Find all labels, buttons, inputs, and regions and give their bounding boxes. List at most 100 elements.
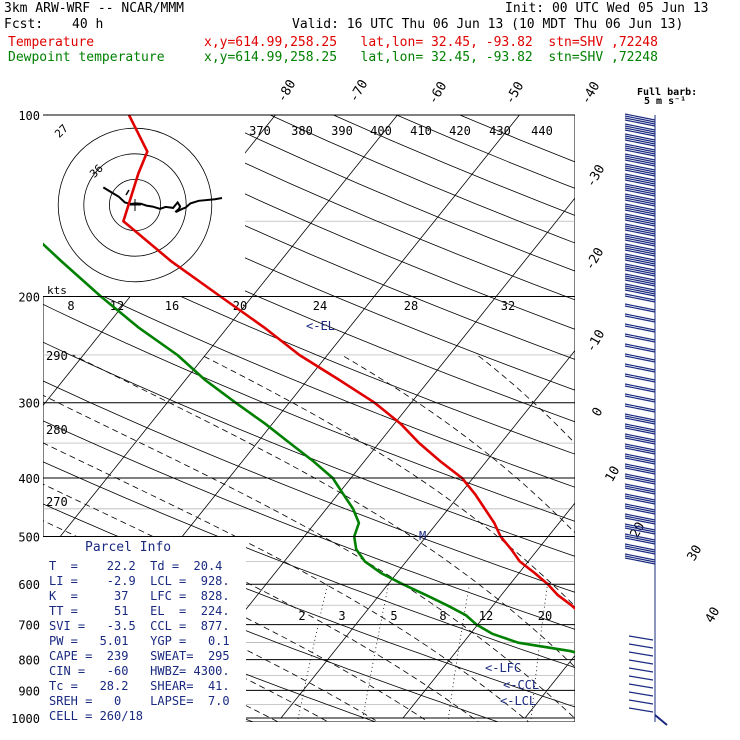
wind-barb [624,467,656,475]
forecast-label: Fcst: [4,17,44,32]
wind-barb [624,405,656,413]
ccl-marker: <-CCL [503,678,539,692]
mixing-ratio-line [297,584,328,722]
wind-barb [624,287,656,295]
parcel-info-row: Tc = 28.2 SHEAR= 41. [49,679,230,693]
wind-barb [624,139,656,147]
wind-barb [624,507,656,515]
pressure-tick-label: 300 [18,397,40,411]
dry-adiabat-line [43,461,575,668]
hodograph-speed-tick: 16 [165,299,179,313]
isotherm-label: -40 [579,79,604,107]
wind-barb [624,227,656,235]
wind-barb [624,355,656,363]
dewpoint-profile [43,242,575,654]
wind-barb [624,493,656,501]
valid-time: Valid: 16 UTC Thu 06 Jun 13 (10 MDT Thu … [292,17,684,32]
wind-barb [624,137,656,145]
theta-label: 390 [331,124,353,138]
moist-adiabat-line [341,354,575,534]
wind-barb [624,259,656,267]
wind-barb [624,393,656,401]
theta-label: 410 [410,124,432,138]
theta-label: 380 [291,124,313,138]
parcel-info-row: SREH = 0 LAPSE= 7.0 [49,694,230,708]
isotherm-line [280,349,575,719]
wind-barb [624,383,656,391]
wind-barb [624,265,656,273]
wind-barb [624,517,656,525]
wind-barb [624,447,656,455]
wind-barb [624,537,656,545]
wind-barb [624,497,656,505]
model-title: 3km ARW-WRF -- NCAR/MMM [4,1,185,16]
wind-barb [624,445,656,453]
wind-barb [624,555,656,563]
theta-label: 420 [449,124,471,138]
theta-label: 270 [46,495,68,509]
wind-barb [624,547,656,555]
wind-barb [624,127,656,135]
wind-barb [624,275,656,283]
parcel-info-row: CIN = -60 HWBZ= 4300. [49,664,230,678]
wind-barb [624,435,656,443]
wind-barb [624,503,656,511]
mixing-ratio-label: 3 [338,609,345,623]
dry-adiabat-line [43,231,575,455]
hodograph-trace [102,186,223,213]
dry-adiabat-line [43,380,575,593]
wind-barb [624,495,656,503]
wind-barb [624,225,656,233]
isotherm-label: 0 [590,405,607,419]
dry-adiabat-line [43,303,575,522]
theta-label: 370 [249,124,271,138]
dry-adiabat-line [43,195,575,423]
dry-adiabat-line [43,420,575,630]
wind-barb [624,283,656,291]
wind-barb [624,239,656,247]
wind-barb [628,707,654,713]
dry-adiabat-line [43,161,575,391]
wind-barb [624,253,656,261]
hodograph-speed-tick: 20 [233,299,247,313]
dewpoint-legend: Dewpoint temperature [8,50,165,65]
wind-barb [624,267,656,275]
wind-barb [624,125,656,133]
hodograph-speed-tick: 28 [404,299,418,313]
wind-barb [624,515,656,523]
wind-barb [624,213,656,221]
mixing-ratio-label: 2 [298,609,305,623]
wind-barb [624,385,656,393]
wind-barb [624,117,656,125]
moist-adiabat-line [43,552,380,722]
parcel-info-panel: Parcel Info T = 22.2 Td = 20.4 LI = -2.9… [43,537,246,723]
wind-barb [624,553,656,561]
moist-adiabat-line [72,354,575,668]
wind-barb [624,147,656,155]
wind-barb [624,345,656,353]
wind-barb [624,375,656,383]
hodograph-speed-tick: 8 [67,299,74,313]
pressure-tick-label: 600 [18,578,40,592]
wind-barb [628,675,654,681]
wind-barb [624,483,656,491]
wind-barb [624,513,656,521]
isotherm-label: 40 [703,605,724,626]
dry-adiabat-line [43,591,377,722]
wind-barb [624,219,656,227]
isotherm-line [402,502,575,719]
parcel-info-row: CELL = 260/18 [49,709,143,723]
wind-barb [624,305,656,313]
isotherm-label: -60 [426,79,451,107]
isotherm-line [43,115,398,559]
barb-scale-value: 5 m s⁻¹ [644,96,686,107]
wind-barb [628,659,654,665]
wind-barb [624,363,656,371]
el-marker: <-EL [306,319,335,333]
wind-barb [624,485,656,493]
pressure-tick-label: 200 [18,291,40,305]
init-time: Init: 00 UTC Wed 05 Jun 13 [505,1,709,16]
theta-label: 290 [46,349,68,363]
wind-barb [624,257,656,265]
isotherm-label: -10 [584,327,609,355]
